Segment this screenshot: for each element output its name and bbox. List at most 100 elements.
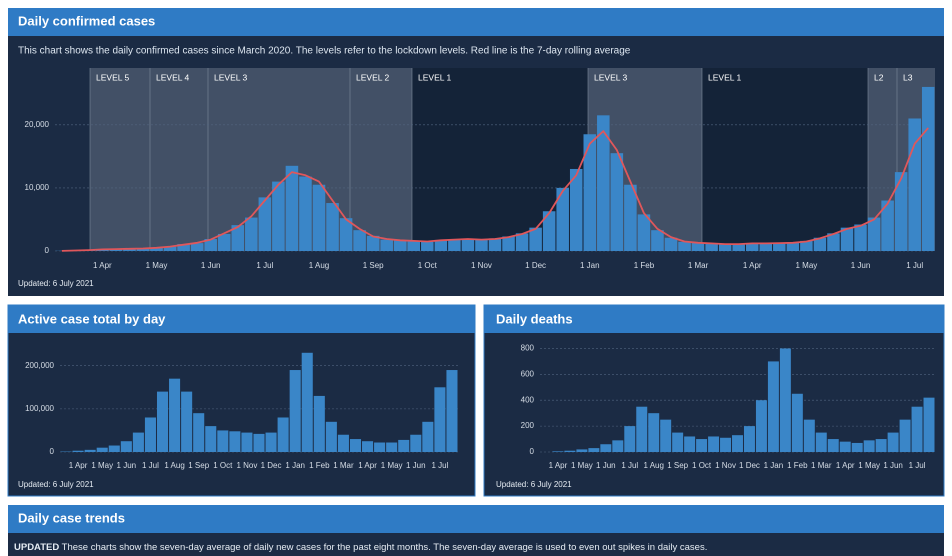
bar <box>421 241 434 251</box>
y-tick-label: 10,000 <box>25 183 50 192</box>
bar <box>779 348 791 452</box>
bar <box>610 153 624 251</box>
bar <box>84 449 96 452</box>
bar <box>564 450 576 452</box>
bar <box>815 432 827 452</box>
bar <box>407 241 421 251</box>
bar <box>108 445 120 452</box>
bar <box>708 436 720 452</box>
level-band <box>350 68 412 251</box>
x-tick-label: 1 May <box>381 461 403 470</box>
x-tick-label: 1 Apr <box>743 261 762 270</box>
y-tick-label: 0 <box>50 447 55 456</box>
bar <box>887 432 899 452</box>
bar <box>637 214 651 251</box>
bar <box>854 224 867 251</box>
bar <box>123 248 136 251</box>
bar <box>374 442 386 452</box>
bar <box>299 176 312 251</box>
bar <box>150 247 163 251</box>
x-tick-label: 1 Jun <box>117 461 137 470</box>
deaths-title: Daily deaths <box>496 311 573 326</box>
x-tick-label: 1 Jul <box>256 261 273 270</box>
bar <box>353 230 366 251</box>
trends-header <box>8 505 944 533</box>
bar <box>773 242 786 251</box>
bar <box>923 397 935 452</box>
x-tick-label: 1 Oct <box>692 461 712 470</box>
bar <box>325 421 337 452</box>
bar <box>337 434 349 452</box>
bar <box>488 238 502 251</box>
bar <box>177 244 190 251</box>
bar <box>678 241 691 251</box>
x-tick-label: 1 Sep <box>363 261 384 270</box>
deaths-updated: Updated: 6 July 2021 <box>496 480 572 489</box>
bar <box>743 426 755 452</box>
rolling-average-line <box>61 127 929 252</box>
x-tick-label: 1 May <box>795 261 817 270</box>
bar <box>163 246 177 251</box>
bar <box>72 450 84 452</box>
y-tick-label: 600 <box>521 369 535 378</box>
bar <box>277 417 289 452</box>
level-label: L3 <box>903 72 913 82</box>
bar <box>258 197 272 251</box>
bar <box>705 243 718 251</box>
bar <box>576 449 588 452</box>
x-tick-label: 1 Mar <box>811 461 832 470</box>
level-band <box>702 68 868 251</box>
level-label: LEVEL 1 <box>708 72 742 82</box>
bar <box>612 440 624 452</box>
bar <box>272 181 285 251</box>
bar <box>600 444 612 452</box>
bar <box>366 235 380 251</box>
bar <box>651 230 664 251</box>
y-tick-label: 200 <box>521 421 535 430</box>
bar <box>217 233 231 251</box>
x-tick-label: 1 Aug <box>643 461 663 470</box>
x-tick-label: 1 Oct <box>418 261 438 270</box>
x-tick-label: 1 Aug <box>309 261 329 270</box>
bar <box>229 431 241 452</box>
y-tick-label: 0 <box>530 447 535 456</box>
bar <box>840 227 854 251</box>
x-tick-label: 1 Apr <box>93 261 112 270</box>
bar <box>446 370 458 452</box>
x-tick-label: 1 Sep <box>188 461 209 470</box>
bar <box>190 243 204 251</box>
bar <box>827 233 840 251</box>
x-tick-label: 1 Mar <box>333 461 354 470</box>
level-band <box>150 68 208 251</box>
bar <box>386 442 398 452</box>
x-tick-label: 1 Apr <box>358 461 377 470</box>
active-title: Active case total by day <box>18 311 166 326</box>
x-tick-label: 1 Jan <box>764 461 784 470</box>
main-title: Daily confirmed cases <box>18 13 155 28</box>
bar <box>745 243 759 251</box>
bar <box>552 451 564 452</box>
x-tick-label: 1 May <box>146 261 168 270</box>
y-tick-label: 20,000 <box>25 120 50 129</box>
bar <box>181 391 193 452</box>
y-tick-label: 800 <box>521 344 535 353</box>
bar <box>839 441 851 452</box>
level-label: LEVEL 5 <box>96 72 130 82</box>
bar <box>326 203 339 251</box>
bar <box>502 236 515 251</box>
x-tick-label: 1 May <box>571 461 593 470</box>
bar <box>588 448 600 452</box>
bar <box>120 441 132 452</box>
x-tick-label: 1 Nov <box>236 461 257 470</box>
y-tick-label: 400 <box>521 395 535 404</box>
x-tick-label: 1 Nov <box>715 461 736 470</box>
bar <box>241 432 253 452</box>
bar <box>515 233 529 251</box>
level-label: LEVEL 1 <box>418 72 452 82</box>
x-tick-label: 1 Jun <box>596 461 616 470</box>
bar <box>863 440 875 452</box>
bar <box>448 239 461 251</box>
